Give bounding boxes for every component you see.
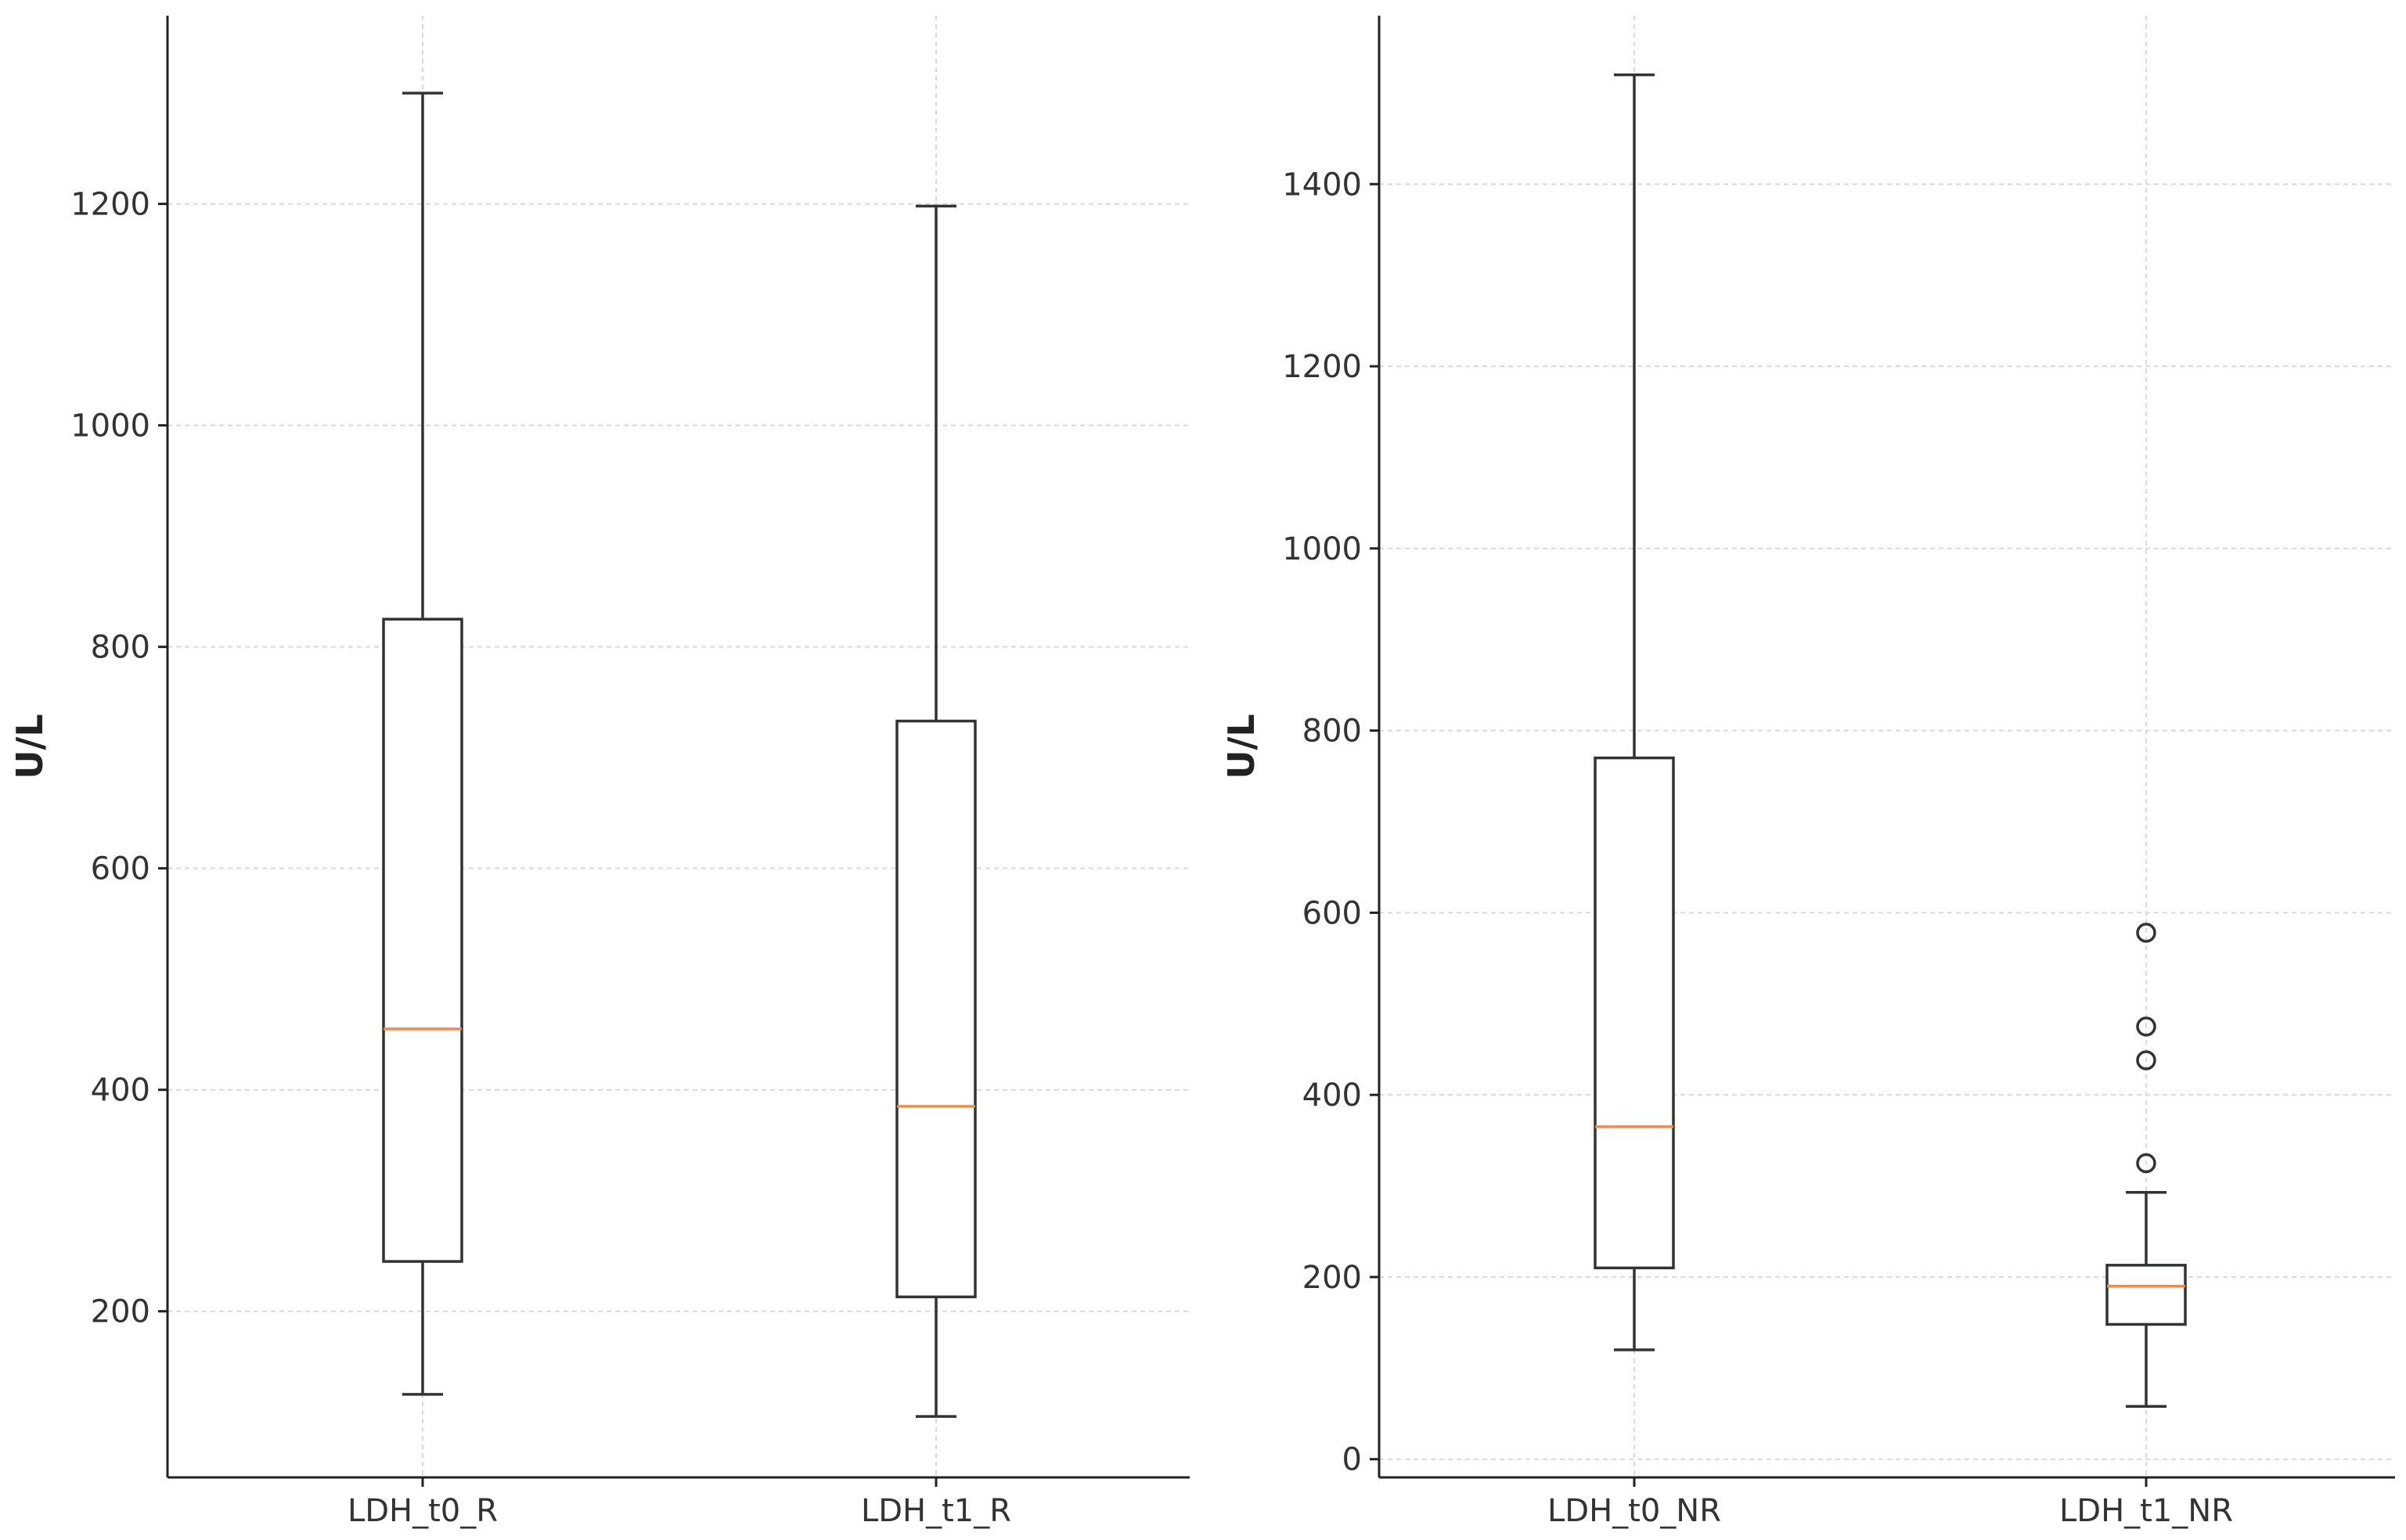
iqr-box	[382, 617, 463, 1263]
x-tick-label: LDH_t0_NR	[1547, 1493, 1721, 1529]
y-tick-label: 1200	[70, 187, 150, 223]
outlier-point	[2136, 1050, 2156, 1070]
y-tick-label: 1000	[70, 408, 150, 444]
x-tick-label: LDH_t1_R	[861, 1493, 1011, 1529]
y-tick-label: 0	[1342, 1442, 1362, 1478]
y-tick-label: 1400	[1282, 167, 1362, 203]
outlier-point	[2136, 1016, 2156, 1037]
y-tick-label: 600	[1302, 895, 1362, 931]
box-LDH_t1_NR: LDH_t1_NR	[2059, 923, 2233, 1529]
y-tick-label: 400	[91, 1073, 150, 1109]
x-tick-label: LDH_t1_NR	[2059, 1493, 2233, 1529]
box-LDH_t0_NR: LDH_t0_NR	[1547, 73, 1721, 1529]
x-tick-label: LDH_t0_R	[348, 1493, 498, 1529]
box-LDH_t1_R: LDH_t1_R	[861, 204, 1011, 1529]
y-tick-label: 1200	[1282, 349, 1362, 385]
iqr-box	[895, 719, 977, 1299]
box-LDH_t0_R: LDH_t0_R	[348, 92, 498, 1529]
y-tick-label: 800	[1302, 714, 1362, 750]
y-tick-label: 200	[91, 1294, 150, 1330]
y-tick-label: 600	[91, 851, 150, 887]
y-axis-label: U/L	[1220, 714, 1262, 779]
iqr-box	[2105, 1264, 2187, 1326]
right-boxplot-panel: 0 200 400 600 800 1000 1200 1400 U/L LDH_t0_NR LDH…	[1220, 16, 2395, 1529]
iqr-box	[1594, 756, 1675, 1270]
y-tick-label: 800	[91, 630, 150, 666]
y-tick-label: 1000	[1282, 531, 1362, 567]
left-boxplot-panel: 200 400 600 800 1000 1200 U/L LDH_t0_R LDH_t1_R	[9, 16, 1190, 1529]
outlier-point	[2136, 923, 2156, 943]
y-tick-label: 400	[1302, 1078, 1362, 1114]
y-axis-label: U/L	[9, 714, 51, 779]
y-tick-label: 200	[1302, 1260, 1362, 1296]
outlier-point	[2136, 1153, 2156, 1174]
